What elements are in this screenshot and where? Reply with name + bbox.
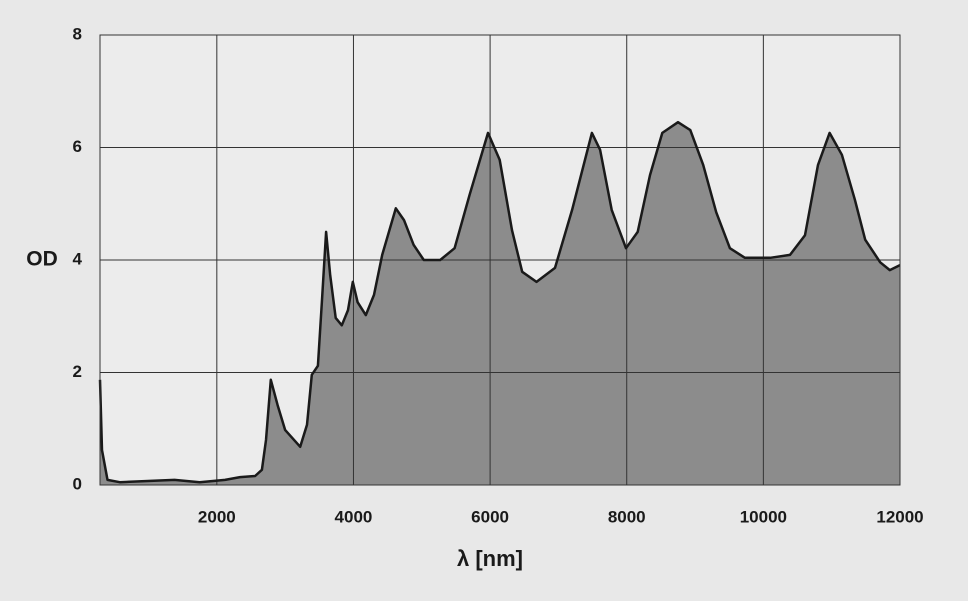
y-tick-label: 6 bbox=[73, 137, 82, 156]
line bbox=[98, 120, 901, 484]
x-axis-label: λ [nm] bbox=[457, 546, 523, 571]
x-tick-label: 6000 bbox=[471, 507, 509, 526]
y-axis-label: OD bbox=[26, 248, 58, 271]
x-tick-label: 8000 bbox=[608, 507, 646, 526]
x-tick-label: 2000 bbox=[198, 507, 236, 526]
x-tick-label: 12000 bbox=[876, 507, 923, 526]
area bbox=[100, 122, 900, 485]
x-tick-label: 4000 bbox=[335, 507, 373, 526]
y-tick-label: 8 bbox=[73, 24, 82, 43]
y-tick-label: 0 bbox=[73, 474, 82, 493]
plot-border bbox=[99, 34, 901, 486]
x-tick-label: 10000 bbox=[740, 507, 787, 526]
y-tick-label: 2 bbox=[73, 362, 82, 381]
y-tick-label: 4 bbox=[73, 249, 83, 268]
